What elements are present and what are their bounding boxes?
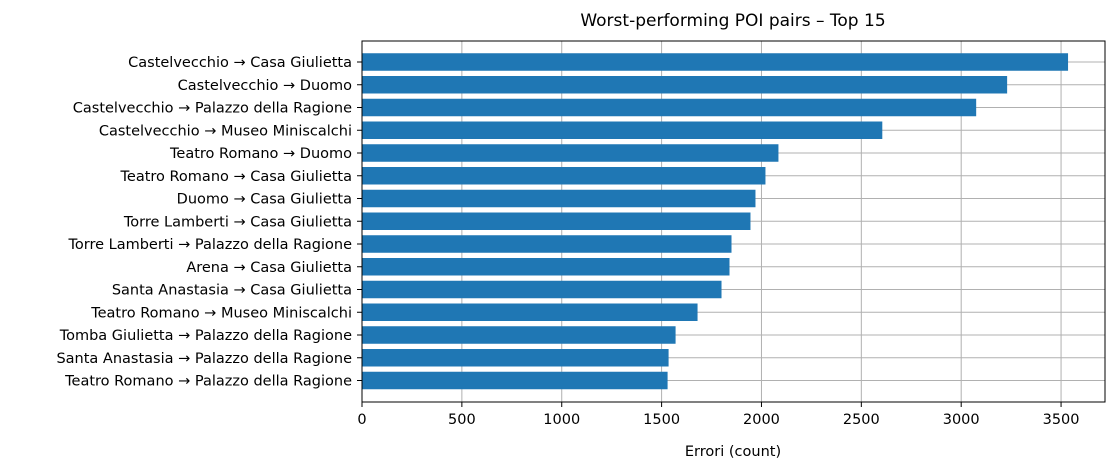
- category-label: Castelvecchio → Duomo: [178, 78, 352, 94]
- x-axis-label: Errori (count): [685, 444, 781, 460]
- bar: [362, 371, 668, 390]
- bar: [362, 98, 977, 117]
- chart-title: Worst-performing POI pairs – Top 15: [580, 11, 885, 31]
- bar: [362, 258, 730, 276]
- category-label: Teatro Romano → Palazzo della Ragione: [64, 374, 352, 390]
- bar: [362, 167, 766, 185]
- x-tick-label: 1500: [643, 412, 680, 428]
- category-labels: Castelvecchio → Casa Giulietta Castelvecc…: [56, 55, 362, 390]
- x-tick-label: 0: [357, 412, 366, 428]
- bar: [362, 144, 779, 162]
- bar: [362, 280, 722, 299]
- category-label: Teatro Romano → Duomo: [169, 146, 352, 162]
- x-axis-ticks: 0 500 1000 1500 2000 2500 3000 3500: [357, 402, 1080, 428]
- x-tick-label: 3000: [943, 412, 980, 428]
- category-label: Santa Anastasia → Palazzo della Ragione: [56, 351, 352, 367]
- category-label: Arena → Casa Giulietta: [186, 260, 352, 276]
- x-tick-label: 3500: [1043, 412, 1080, 428]
- x-tick-label: 2500: [843, 412, 880, 428]
- bar: [362, 326, 676, 344]
- category-label: Castelvecchio → Palazzo della Ragione: [73, 101, 352, 117]
- category-label: Teatro Romano → Casa Giulietta: [120, 169, 353, 185]
- bar: [362, 121, 883, 139]
- bar: [362, 53, 1069, 71]
- bar: [362, 76, 1008, 94]
- category-label: Duomo → Casa Giulietta: [177, 192, 352, 208]
- category-label: Santa Anastasia → Casa Giulietta: [112, 283, 352, 299]
- x-tick-label: 500: [448, 412, 476, 428]
- category-label: Castelvecchio → Casa Giulietta: [128, 55, 352, 71]
- x-tick-label: 2000: [743, 412, 780, 428]
- bar: [362, 189, 756, 208]
- bar: [362, 235, 732, 253]
- category-label: Torre Lamberti → Palazzo della Ragione: [67, 237, 352, 253]
- x-tick-label: 1000: [543, 412, 580, 428]
- bar: [362, 303, 698, 321]
- bar: [362, 349, 669, 367]
- category-label: Torre Lamberti → Casa Giulietta: [123, 214, 352, 230]
- category-label: Tomba Giulietta → Palazzo della Ragione: [59, 328, 352, 344]
- bar: [362, 212, 751, 230]
- bars: [362, 53, 1069, 390]
- category-label: Teatro Romano → Museo Miniscalchi: [90, 305, 352, 321]
- category-label: Castelvecchio → Museo Miniscalchi: [99, 123, 352, 139]
